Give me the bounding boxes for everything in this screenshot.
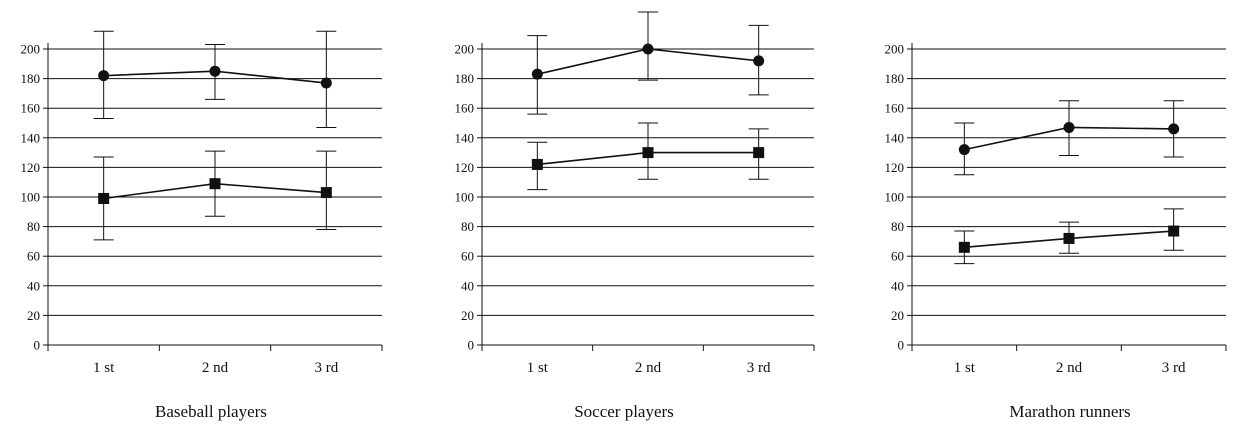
y-tick-label: 120 (455, 160, 475, 175)
data-point-circle (958, 144, 970, 156)
data-point-square (958, 241, 970, 253)
chart-title: Marathon runners (1009, 402, 1130, 421)
chart-panel: 0 20 40 60 80 100 120 140 160 180 200 1 st 2 nd 3 rd B… (21, 30, 383, 421)
chart-panel: 0 20 40 60 80 100 120 140 160 180 200 1 st 2 nd 3 rd S… (455, 11, 815, 421)
data-point-square (1168, 225, 1180, 237)
y-tick-label: 0 (898, 338, 905, 353)
data-point-square (531, 158, 543, 170)
series-circle (527, 11, 769, 115)
x-tick-label: 3 rd (314, 360, 338, 376)
data-point-circle (1168, 123, 1180, 135)
series-square (93, 150, 337, 241)
y-tick-label: 140 (21, 130, 41, 145)
y-tick-label: 40 (891, 278, 904, 293)
y-tick-label: 40 (27, 278, 40, 293)
data-point-circle (209, 65, 221, 77)
y-tick-label: 0 (34, 338, 41, 353)
x-tick-label: 1 st (954, 360, 976, 376)
y-tick-label: 140 (455, 130, 475, 145)
series-circle (93, 30, 337, 128)
data-point-circle (642, 43, 654, 55)
data-point-circle (320, 77, 332, 89)
y-tick-label: 100 (885, 190, 905, 205)
y-tick-label: 80 (461, 219, 474, 234)
x-tick-label: 3 rd (747, 360, 771, 376)
series-square (527, 122, 769, 191)
y-tick-label: 60 (891, 249, 904, 264)
data-point-square (642, 147, 654, 159)
data-point-circle (98, 70, 110, 82)
y-tick-label: 180 (455, 71, 475, 86)
y-tick-label: 160 (455, 101, 475, 116)
data-point-circle (1063, 121, 1075, 133)
x-tick-label: 1 st (527, 360, 549, 376)
y-tick-label: 40 (461, 278, 474, 293)
data-point-circle (753, 55, 765, 67)
x-tick-label: 3 rd (1162, 360, 1186, 376)
data-point-square (320, 187, 332, 199)
y-tick-label: 60 (461, 249, 474, 264)
y-tick-label: 60 (27, 249, 40, 264)
chart-title: Baseball players (155, 402, 267, 421)
y-tick-label: 20 (461, 308, 474, 323)
series-square (954, 208, 1184, 265)
y-tick-label: 0 (468, 338, 475, 353)
y-tick-label: 80 (27, 219, 40, 234)
data-point-square (1063, 232, 1075, 244)
y-tick-label: 180 (21, 71, 41, 86)
y-tick-label: 160 (885, 101, 905, 116)
chart-panel: 0 20 40 60 80 100 120 140 160 180 200 1 st 2 nd 3 rd M… (885, 42, 1227, 421)
data-point-circle (531, 68, 543, 80)
x-tick-label: 1 st (93, 360, 115, 376)
y-tick-label: 200 (885, 42, 905, 57)
y-tick-label: 140 (885, 130, 905, 145)
data-point-square (209, 178, 221, 190)
y-tick-label: 180 (885, 71, 905, 86)
y-tick-label: 100 (455, 190, 475, 205)
y-tick-label: 120 (21, 160, 41, 175)
y-tick-label: 20 (891, 308, 904, 323)
series-circle (954, 100, 1184, 176)
y-tick-label: 120 (885, 160, 905, 175)
y-tick-label: 160 (21, 101, 41, 116)
data-point-square (753, 147, 765, 159)
x-tick-label: 2 nd (1056, 360, 1083, 376)
y-tick-label: 80 (891, 219, 904, 234)
data-point-square (98, 192, 110, 204)
x-tick-label: 2 nd (202, 360, 229, 376)
y-tick-label: 200 (455, 42, 475, 57)
y-tick-label: 100 (21, 190, 41, 205)
chart-title: Soccer players (574, 402, 674, 421)
y-tick-label: 20 (27, 308, 40, 323)
x-tick-label: 2 nd (635, 360, 662, 376)
y-tick-label: 200 (21, 42, 41, 57)
